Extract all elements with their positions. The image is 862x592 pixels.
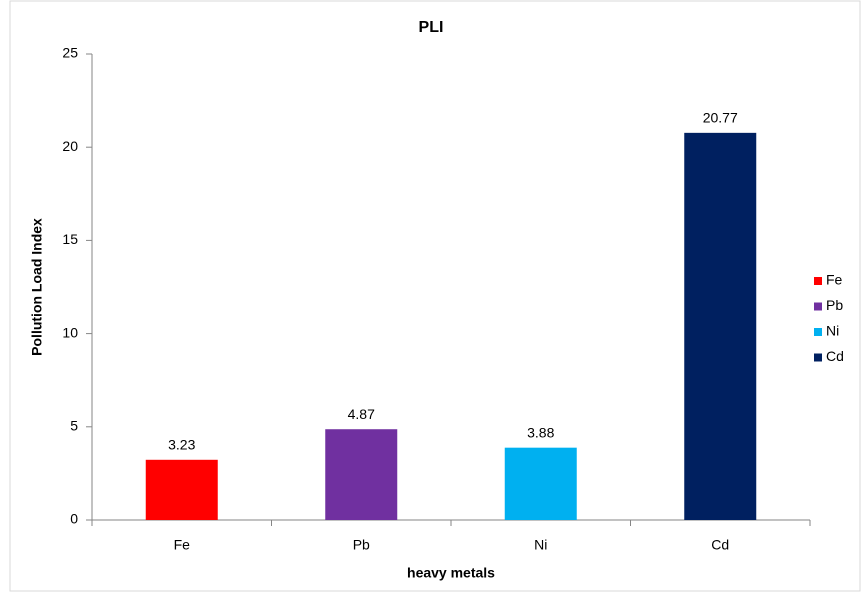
data-label: 3.88 — [527, 424, 554, 440]
legend-swatch — [814, 302, 822, 311]
data-label: 3.23 — [168, 436, 195, 452]
legend-label: Fe — [826, 272, 843, 288]
data-label: 20.77 — [703, 110, 738, 126]
legend-label: Pb — [826, 297, 843, 313]
bar — [325, 429, 398, 520]
x-tick-label: Pb — [353, 537, 370, 553]
bar — [145, 459, 218, 520]
x-tick-label: Ni — [534, 537, 547, 553]
y-tick-label: 5 — [70, 418, 78, 434]
y-tick-label: 15 — [62, 231, 78, 247]
legend-swatch — [814, 353, 822, 362]
chart-title: PLI — [419, 19, 444, 36]
y-tick-label: 25 — [62, 45, 78, 61]
y-axis-title: Pollution Load Index — [29, 218, 45, 356]
y-tick-label: 0 — [70, 511, 78, 527]
legend-label: Cd — [826, 348, 844, 364]
y-tick-label: 10 — [62, 324, 78, 340]
legend-swatch — [814, 277, 822, 285]
y-tick-label: 20 — [62, 138, 78, 154]
bar — [684, 132, 757, 520]
data-label: 4.87 — [348, 406, 375, 422]
legend-swatch — [814, 328, 822, 336]
x-tick-label: Fe — [174, 537, 191, 553]
legend-label: Ni — [826, 323, 839, 339]
bar — [504, 447, 577, 520]
x-axis-title: heavy metals — [407, 565, 495, 581]
x-tick-label: Cd — [711, 537, 729, 553]
